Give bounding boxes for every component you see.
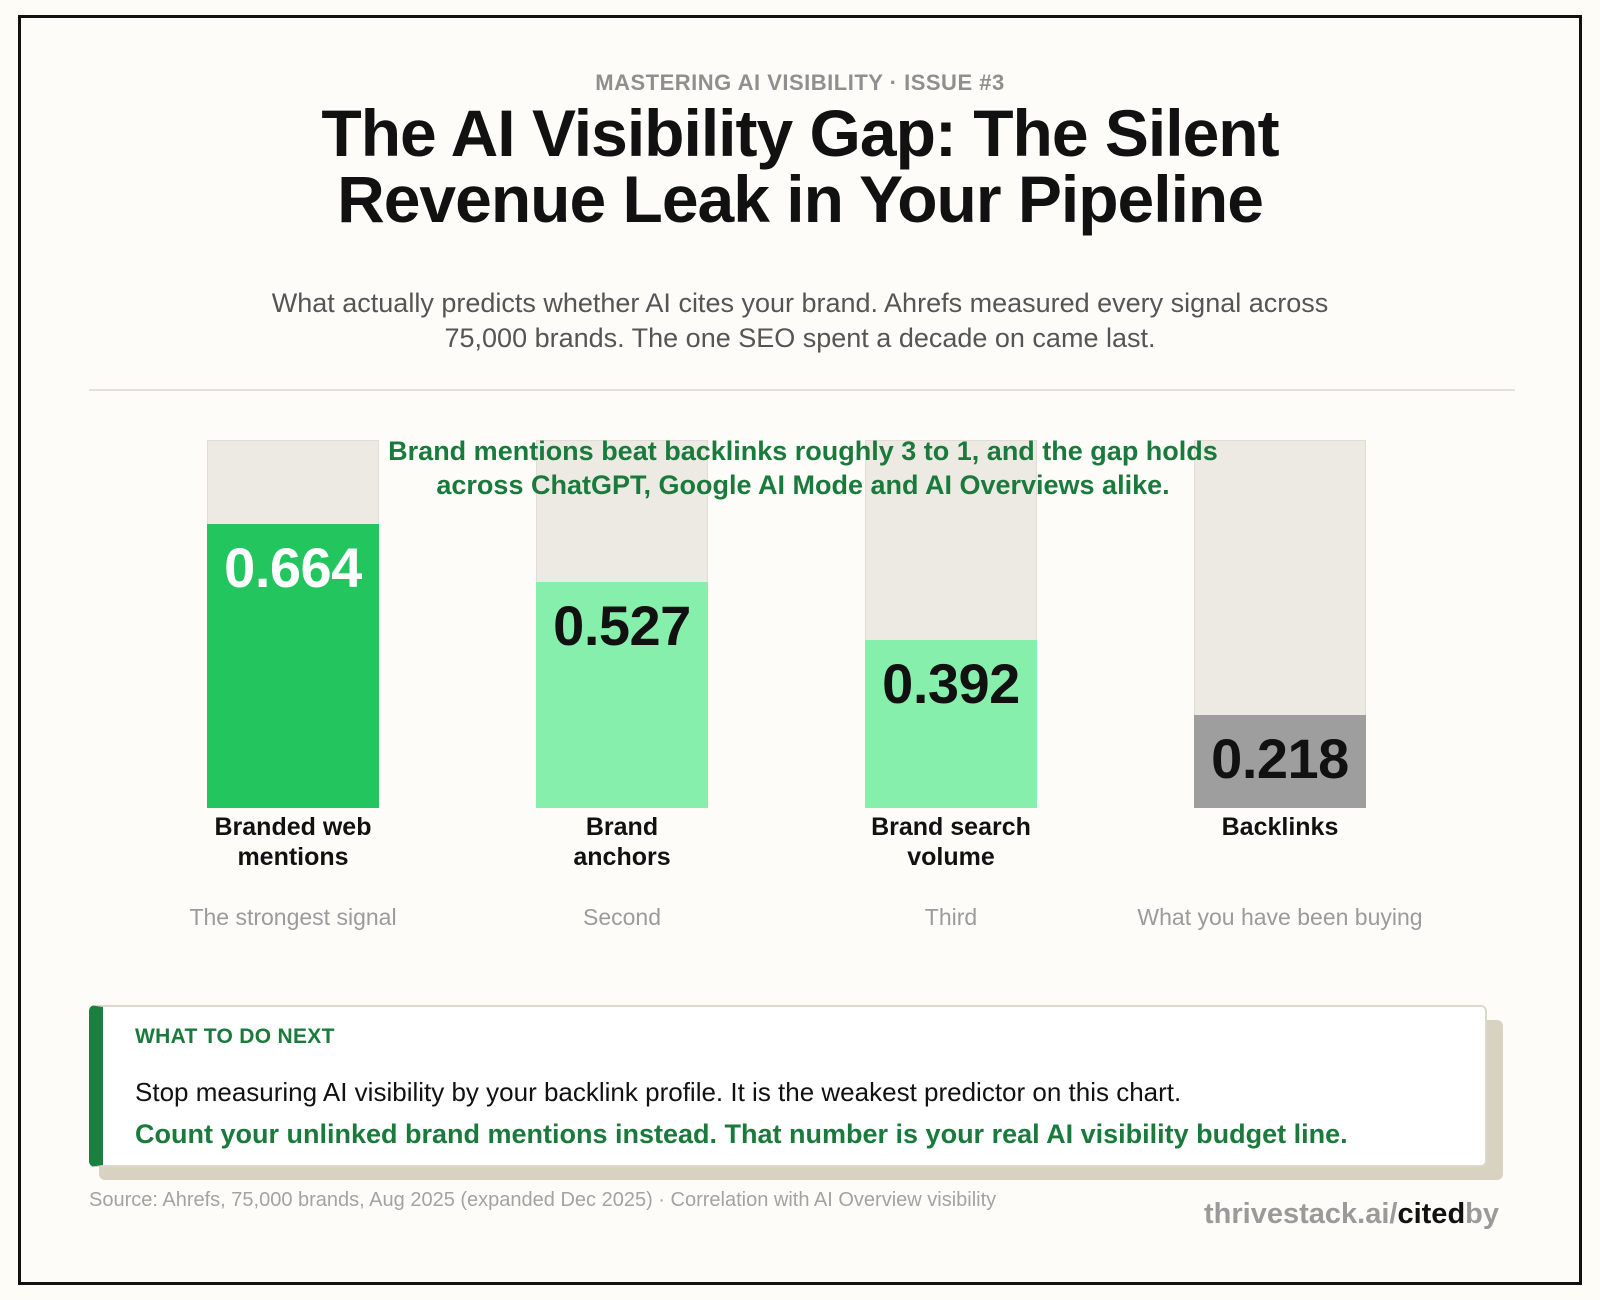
callout-text: Stop measuring AI visibility by your bac… — [135, 1077, 1182, 1107]
bar-value-label: 0.527 — [553, 594, 691, 658]
title-line-1: The AI Visibility Gap: The Silent — [321, 96, 1279, 170]
category-label-line: volume — [907, 843, 995, 871]
subtitle-line-2: 75,000 brands. The one SEO spent a decad… — [444, 323, 1156, 353]
callout-kicker: WHAT TO DO NEXT — [135, 1025, 335, 1048]
title-line-2: Revenue Leak in Your Pipeline — [337, 162, 1264, 236]
category-label-line: Brand search — [871, 813, 1031, 841]
brand-logo: thrivestack.ai/citedby — [1204, 1198, 1499, 1231]
annotation-line-2: across ChatGPT, Google AI Mode and AI Ov… — [436, 470, 1170, 500]
bar — [207, 523, 379, 808]
source-note: Source: Ahrefs, 75,000 brands, Aug 2025 … — [89, 1189, 997, 1211]
category-label: Branded web mentions — [173, 812, 413, 872]
category-sublabel: Third — [924, 904, 978, 930]
chart-annotation: Brand mentions beat backlinks roughly 3 … — [321, 434, 1285, 502]
next-steps-callout: WHAT TO DO NEXT Stop measuring AI visibi… — [89, 1005, 1487, 1167]
category-label-line: mentions — [237, 843, 349, 871]
category-label: Backlinks — [1160, 812, 1400, 842]
category-label: Brand search volume — [831, 812, 1071, 872]
brand-cited: cited — [1397, 1198, 1466, 1230]
page-title: The AI Visibility Gap: The Silent Revenu… — [21, 100, 1579, 232]
series-kicker: MASTERING AI VISIBILITY · ISSUE #3 — [595, 70, 1005, 95]
bar-chart: 0.664 Branded web mentions The strongest si… — [21, 18, 1585, 998]
callout-highlight: Count your unlinked brand mentions inste… — [135, 1119, 1348, 1149]
bar-value-label: 0.392 — [882, 652, 1020, 716]
category-label-line: Brand — [585, 813, 659, 841]
bar — [865, 640, 1037, 808]
infographic-frame: MASTERING AI VISIBILITY · ISSUE #3 The A… — [18, 15, 1582, 1285]
subtitle: What actually predicts whether AI cites … — [181, 286, 1419, 356]
category-sublabel: What you have been buying — [1137, 904, 1423, 930]
category-sublabel: Second — [582, 904, 661, 930]
annotation-line-1: Brand mentions beat backlinks roughly 3 … — [388, 436, 1218, 466]
category-label-line: Branded web — [214, 813, 372, 841]
bar-value-label: 0.218 — [1211, 726, 1349, 790]
bar — [536, 582, 708, 808]
category-sublabel: The strongest signal — [189, 904, 397, 930]
subtitle-line-1: What actually predicts whether AI cites … — [271, 288, 1329, 318]
brand-by: by — [1465, 1198, 1499, 1230]
bar-value-label: 0.664 — [224, 535, 362, 599]
category-label-line: Backlinks — [1221, 813, 1339, 841]
divider — [89, 389, 1515, 391]
category-label: Brand anchors — [502, 812, 742, 872]
category-label-line: anchors — [573, 843, 671, 871]
brand-domain: thrivestack.ai/ — [1204, 1198, 1398, 1230]
bar — [1194, 714, 1366, 808]
